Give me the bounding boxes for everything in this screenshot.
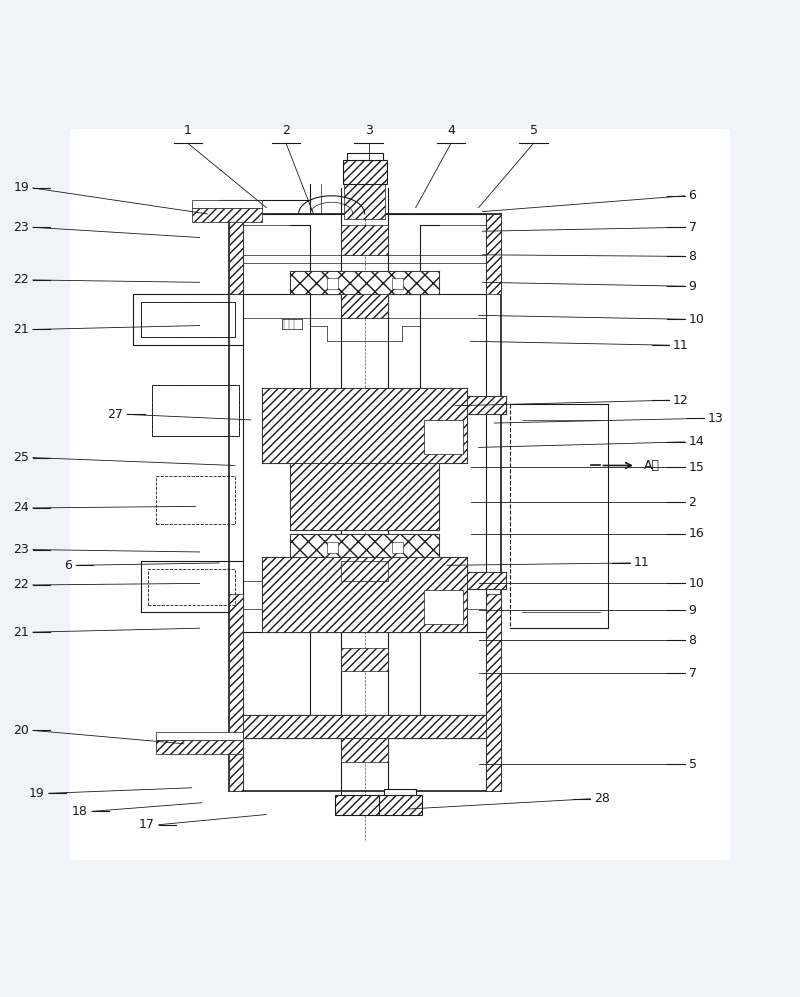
Text: 6: 6 <box>689 189 696 202</box>
Text: 7: 7 <box>689 220 697 233</box>
Text: 13: 13 <box>708 412 724 425</box>
Text: 12: 12 <box>673 394 689 407</box>
Bar <box>290 270 439 294</box>
Text: 17: 17 <box>139 819 154 831</box>
Bar <box>290 533 439 557</box>
Text: A向: A向 <box>644 459 660 472</box>
Bar <box>384 789 416 795</box>
Bar <box>290 464 439 530</box>
Text: 1: 1 <box>184 124 192 137</box>
Text: 9: 9 <box>689 280 696 293</box>
Bar <box>423 590 463 624</box>
Text: 10: 10 <box>689 313 704 326</box>
Bar <box>229 214 242 294</box>
Text: 14: 14 <box>689 436 704 449</box>
Bar <box>392 278 403 289</box>
Bar <box>486 594 501 791</box>
Text: 2: 2 <box>689 496 696 508</box>
Text: 8: 8 <box>689 633 697 646</box>
Bar <box>192 207 262 221</box>
Text: 10: 10 <box>689 577 704 590</box>
Bar <box>341 225 388 255</box>
Bar <box>327 278 338 289</box>
Text: 11: 11 <box>673 339 689 352</box>
Bar <box>341 561 388 581</box>
Text: 25: 25 <box>13 451 29 465</box>
Bar <box>141 302 235 337</box>
Text: 5: 5 <box>689 758 697 771</box>
Bar <box>156 740 242 754</box>
Bar <box>344 184 385 219</box>
Text: 22: 22 <box>14 273 29 286</box>
Text: 21: 21 <box>14 323 29 336</box>
Text: 18: 18 <box>72 805 88 818</box>
Text: 28: 28 <box>594 793 610 806</box>
Bar <box>327 541 338 552</box>
Text: 27: 27 <box>107 408 123 421</box>
Text: 20: 20 <box>13 724 29 737</box>
Bar <box>262 389 467 464</box>
Bar <box>341 294 388 318</box>
Text: 4: 4 <box>447 124 455 137</box>
Text: 2: 2 <box>282 124 290 137</box>
Bar <box>378 795 422 815</box>
Text: 23: 23 <box>14 220 29 233</box>
Bar <box>486 214 501 294</box>
Bar <box>334 795 378 815</box>
Text: 16: 16 <box>689 527 704 540</box>
Bar <box>341 738 388 762</box>
Bar <box>152 385 239 436</box>
Bar <box>141 302 235 337</box>
Bar <box>192 199 262 207</box>
Bar <box>262 557 467 632</box>
Text: 9: 9 <box>689 603 696 616</box>
Bar <box>242 715 486 738</box>
Text: 11: 11 <box>634 556 650 569</box>
Bar <box>149 569 235 604</box>
Text: 15: 15 <box>689 461 704 474</box>
Text: 3: 3 <box>365 124 373 137</box>
Bar <box>467 571 506 589</box>
Text: 19: 19 <box>29 787 45 800</box>
Bar <box>70 129 730 860</box>
Text: 24: 24 <box>14 501 29 514</box>
Bar <box>341 648 388 671</box>
Bar <box>467 396 506 414</box>
Bar <box>229 594 242 791</box>
Text: 23: 23 <box>14 543 29 556</box>
Text: 22: 22 <box>14 578 29 591</box>
Bar <box>392 541 403 552</box>
Bar <box>423 420 463 454</box>
Text: 5: 5 <box>530 124 538 137</box>
Text: 19: 19 <box>14 181 29 194</box>
Text: 8: 8 <box>689 250 697 263</box>
Bar <box>342 161 386 184</box>
Bar <box>346 153 382 161</box>
Text: 21: 21 <box>14 626 29 639</box>
Bar <box>156 477 235 523</box>
Text: 6: 6 <box>64 559 72 572</box>
Bar <box>152 385 239 436</box>
Bar <box>156 732 242 740</box>
Text: 7: 7 <box>689 667 697 680</box>
